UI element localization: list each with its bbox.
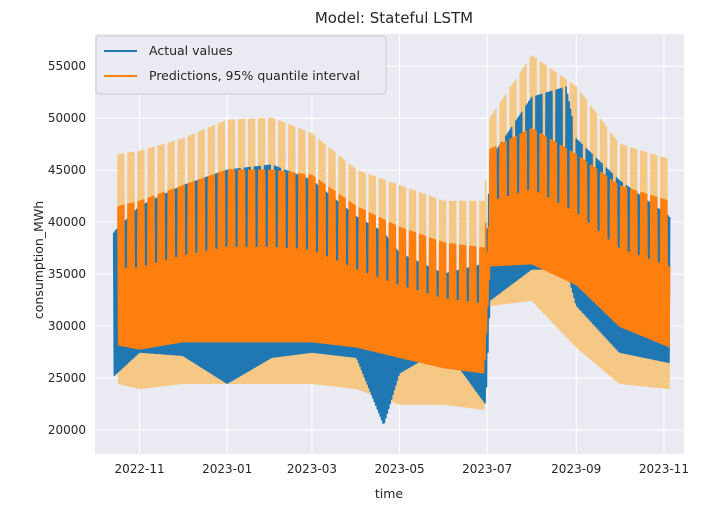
x-tick-label: 2023-11 (639, 462, 689, 476)
series-line-actual (112, 86, 671, 424)
x-tick-label: 2023-09 (551, 462, 601, 476)
y-tick-label: 45000 (48, 163, 86, 177)
series-marks (112, 55, 671, 424)
legend-box (95, 35, 387, 95)
y-tick-label: 50000 (48, 111, 86, 125)
x-tick-label: 2023-07 (462, 462, 512, 476)
x-tick-label: 2023-03 (287, 462, 337, 476)
x-axis-label: time (375, 486, 404, 501)
series-line-predictions (117, 127, 671, 374)
x-tick-label: 2022-11 (114, 462, 164, 476)
y-axis-label: consumption_MWh (31, 201, 46, 319)
legend-label-predictions: Predictions, 95% quantile interval (149, 68, 360, 83)
legend: Actual values Predictions, 95% quantile … (95, 35, 387, 95)
x-tick-label: 2023-05 (374, 462, 424, 476)
y-tick-label: 40000 (48, 215, 86, 229)
x-tick-label: 2023-01 (202, 462, 252, 476)
y-tick-label: 20000 (48, 423, 86, 437)
y-tick-label: 35000 (48, 267, 86, 281)
y-tick-label: 55000 (48, 59, 86, 73)
legend-label-actual: Actual values (149, 43, 233, 58)
y-tick-label: 25000 (48, 371, 86, 385)
tick-labels: 2022-11 2023-01 2023-03 2023-05 2023-07 2023-… (48, 59, 689, 476)
chart-title: Model: Stateful LSTM (315, 9, 473, 27)
y-tick-label: 30000 (48, 319, 86, 333)
